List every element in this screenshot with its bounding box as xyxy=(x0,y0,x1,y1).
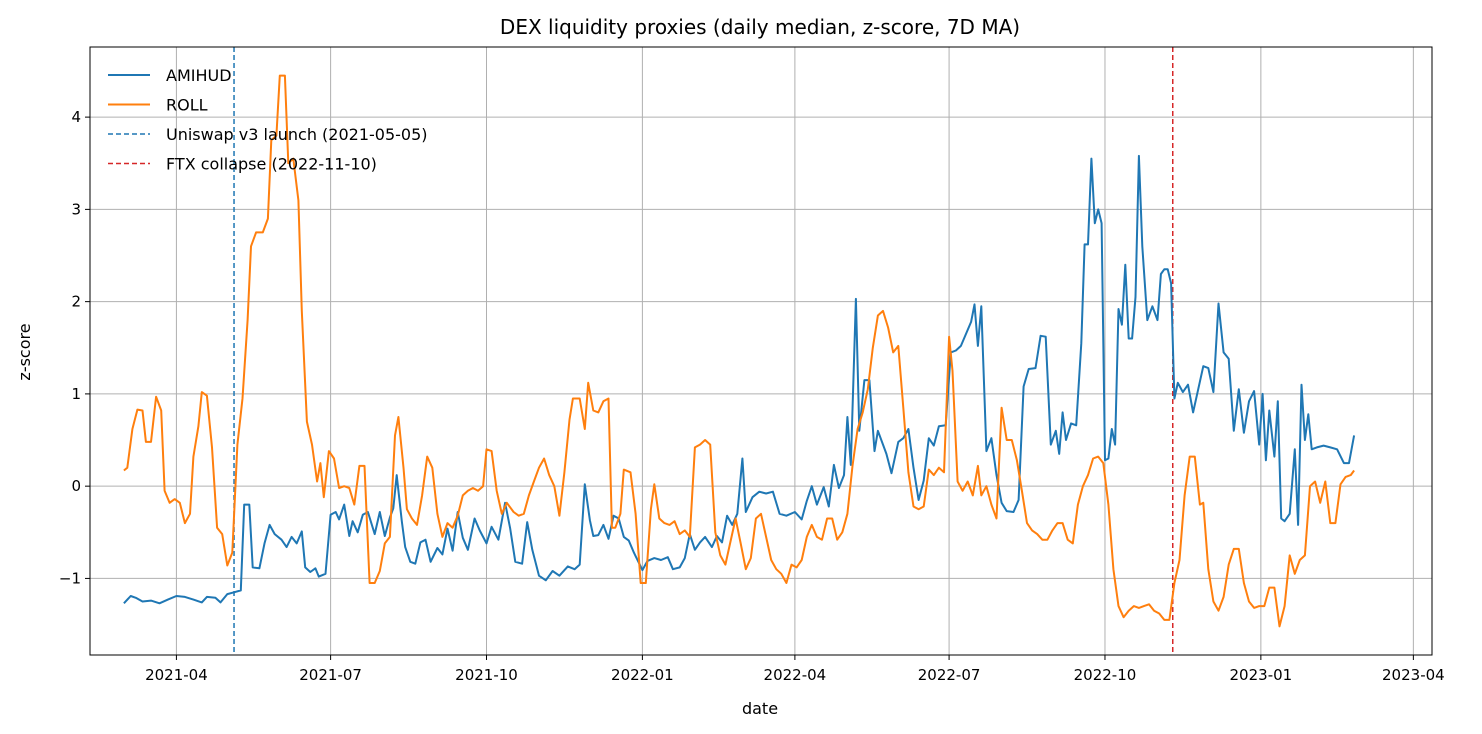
y-tick-label: 2 xyxy=(71,293,81,311)
x-tick-label: 2023-01 xyxy=(1230,666,1293,684)
y-tick-label: −1 xyxy=(59,569,81,587)
legend: AMIHUD ROLL Uniswap v3 launch (2021-05-05)… xyxy=(108,66,428,174)
x-tick-label: 2022-04 xyxy=(764,666,827,684)
x-axis-title: date xyxy=(742,699,778,718)
x-tick-label: 2021-04 xyxy=(145,666,208,684)
legend-label: Uniswap v3 launch (2021-05-05) xyxy=(166,125,428,144)
x-tick-label: 2022-07 xyxy=(918,666,981,684)
y-tick-label: 3 xyxy=(71,200,81,218)
legend-label: ROLL xyxy=(166,96,208,115)
plot-frame xyxy=(89,46,1433,656)
y-tick-label: 1 xyxy=(71,385,81,403)
y-tick-label: 4 xyxy=(71,108,81,126)
y-axis: −1 0 1 2 3 4 xyxy=(59,108,90,587)
series-line-roll xyxy=(123,74,1355,628)
x-tick-label: 2021-07 xyxy=(299,666,362,684)
x-axis: 2021-04 2021-07 2021-10 2022-01 2022-04 2022-… xyxy=(145,655,1445,684)
y-tick-label: 0 xyxy=(71,477,81,495)
x-tick-label: 2021-10 xyxy=(455,666,518,684)
series-line-amihud xyxy=(123,154,1356,605)
series-lines xyxy=(123,74,1356,628)
legend-label: AMIHUD xyxy=(166,66,232,85)
x-tick-label: 2022-10 xyxy=(1074,666,1137,684)
y-axis-title: z-score xyxy=(15,323,34,380)
chart-title: DEX liquidity proxies (daily median, z-s… xyxy=(500,15,1020,39)
x-tick-label: 2022-01 xyxy=(611,666,674,684)
legend-label: FTX collapse (2022-11-10) xyxy=(166,155,377,174)
x-tick-label: 2023-04 xyxy=(1382,666,1445,684)
